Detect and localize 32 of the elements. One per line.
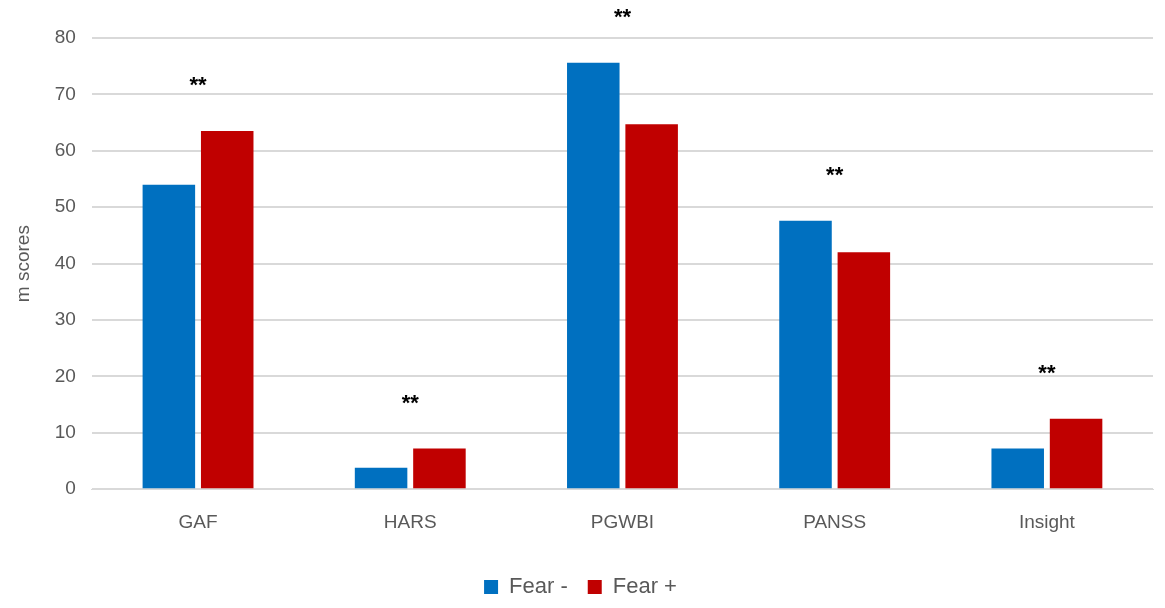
y-tick-label: 60	[54, 139, 76, 161]
legend-label: Fear -	[509, 573, 568, 599]
x-tick-label: Insight	[1018, 510, 1076, 532]
text: **	[613, 3, 632, 29]
y-tick-label: 30	[54, 308, 76, 330]
bar	[837, 252, 891, 489]
y-tick-label: 10	[54, 421, 76, 443]
annotation: **	[826, 161, 844, 187]
y-tick-label: 20	[54, 364, 76, 386]
bar	[1049, 418, 1103, 489]
y-tick-label: 40	[54, 251, 76, 273]
y-axis-title: m scores	[11, 225, 33, 303]
x-tick-label: PGWBI	[590, 510, 655, 532]
x-tick-label: HARS	[383, 510, 437, 532]
annotation: **	[189, 72, 208, 98]
bar	[991, 448, 1044, 489]
y-tick-label: 80	[54, 26, 76, 48]
bar	[779, 220, 832, 489]
annotation: **	[401, 389, 420, 415]
x-tick-label: GAF	[178, 510, 218, 532]
bar	[200, 131, 254, 489]
bar	[142, 184, 196, 489]
bar	[354, 467, 408, 489]
y-tick-label: 70	[54, 82, 76, 104]
y-tick-label: 0	[65, 477, 76, 499]
bar	[567, 62, 620, 489]
bar	[625, 124, 678, 489]
annotation: **	[1038, 359, 1056, 385]
y-tick-label: 50	[54, 195, 76, 217]
legend-label: Fear +	[612, 573, 677, 599]
x-tick-label: PANSS	[803, 510, 867, 532]
bar	[413, 448, 466, 489]
